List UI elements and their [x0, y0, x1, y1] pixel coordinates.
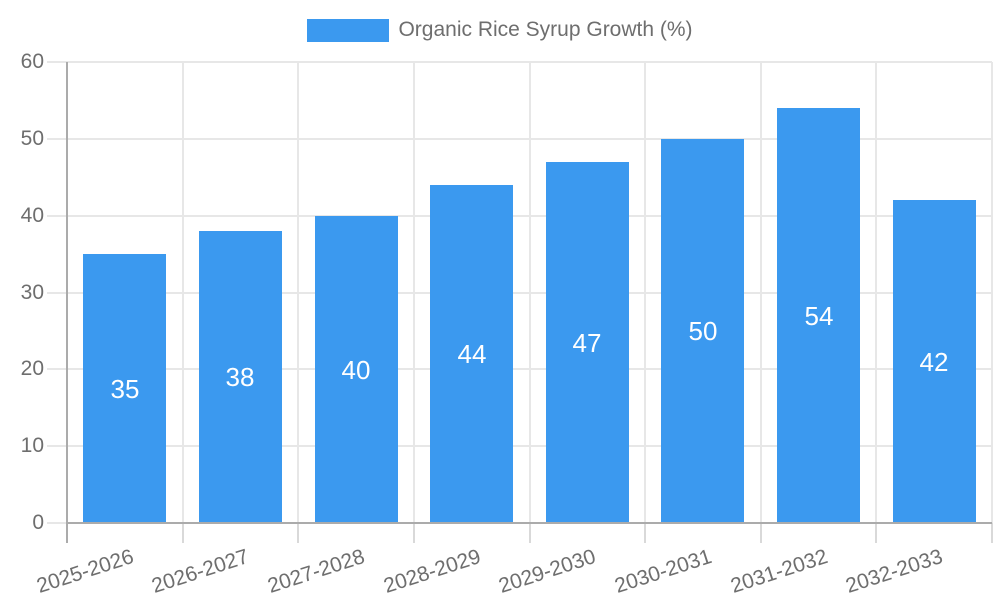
- legend[interactable]: Organic Rice Syrup Growth (%): [0, 18, 1000, 42]
- bar-value-label-2025-2026: 35: [110, 374, 140, 404]
- y-axis-tick-label-40: 40: [20, 204, 44, 227]
- gridline-x-boundary-1: [182, 62, 184, 523]
- bar-2030-2031[interactable]: [661, 139, 744, 522]
- gridline-y-30: [47, 292, 992, 294]
- gridline-y-20: [47, 368, 992, 370]
- gridline-x-boundary-5: [644, 62, 646, 523]
- y-axis-tick-label-0: 0: [32, 511, 44, 534]
- x-axis-label-2029-2030: 2029-2030: [495, 545, 599, 598]
- gridline-y-50: [47, 138, 992, 140]
- x-axis-label-2028-2029: 2028-2029: [380, 545, 484, 598]
- bar-2028-2029[interactable]: [430, 185, 513, 522]
- bar-value-label-2027-2028: 40: [341, 355, 371, 385]
- x-axis-label-2027-2028: 2027-2028: [264, 545, 368, 598]
- bar-2031-2032[interactable]: [777, 108, 860, 522]
- x-axis-label-2030-2031: 2030-2031: [611, 545, 715, 598]
- bar-2027-2028[interactable]: [315, 216, 398, 522]
- legend-swatch-icon: [307, 18, 390, 42]
- bar-value-label-2028-2029: 44: [457, 339, 487, 369]
- bar-value-label-2031-2032: 54: [804, 301, 834, 331]
- x-axis-line: [67, 522, 992, 524]
- x-axis-label-2031-2032: 2031-2032: [727, 545, 831, 598]
- y-axis-tick-label-30: 30: [20, 281, 44, 304]
- gridline-y-60: [47, 61, 992, 63]
- x-axis-tick-8: [991, 523, 993, 543]
- gridline-y-40: [47, 215, 992, 217]
- gridline-x-boundary-3: [413, 62, 415, 523]
- bar-2029-2030[interactable]: [546, 162, 629, 522]
- y-axis-tick-label-20: 20: [20, 357, 44, 380]
- y-axis-line: [66, 62, 68, 543]
- x-axis-tick-7: [875, 523, 877, 543]
- gridline-x-boundary-7: [875, 62, 877, 523]
- x-axis-tick-1: [182, 523, 184, 543]
- x-axis-label-2026-2027: 2026-2027: [148, 545, 252, 598]
- x-axis-label-2025-2026: 2025-2026: [33, 545, 137, 598]
- bar-2025-2026[interactable]: [83, 254, 166, 522]
- gridline-x-boundary-8: [991, 62, 993, 523]
- bar-2032-2033[interactable]: [893, 200, 976, 522]
- x-axis-tick-2: [297, 523, 299, 543]
- x-axis-tick-5: [644, 523, 646, 543]
- y-axis-tick-label-60: 60: [20, 50, 44, 73]
- y-axis-tick-label-50: 50: [20, 127, 44, 150]
- legend-label: Organic Rice Syrup Growth (%): [398, 18, 693, 41]
- gridline-x-boundary-6: [760, 62, 762, 523]
- bar-value-label-2030-2031: 50: [688, 316, 718, 346]
- bar-value-label-2032-2033: 42: [919, 347, 949, 377]
- y-axis-tick-label-10: 10: [20, 434, 44, 457]
- x-axis-tick-6: [760, 523, 762, 543]
- bar-2026-2027[interactable]: [199, 231, 282, 522]
- gridline-x-boundary-2: [297, 62, 299, 523]
- x-axis-tick-3: [413, 523, 415, 543]
- bar-value-label-2026-2027: 38: [225, 362, 255, 392]
- bar-value-label-2029-2030: 47: [572, 328, 602, 358]
- x-axis-tick-4: [529, 523, 531, 543]
- x-axis-label-2032-2033: 2032-2033: [842, 545, 946, 598]
- gridline-x-boundary-4: [529, 62, 531, 523]
- gridline-y-10: [47, 445, 992, 447]
